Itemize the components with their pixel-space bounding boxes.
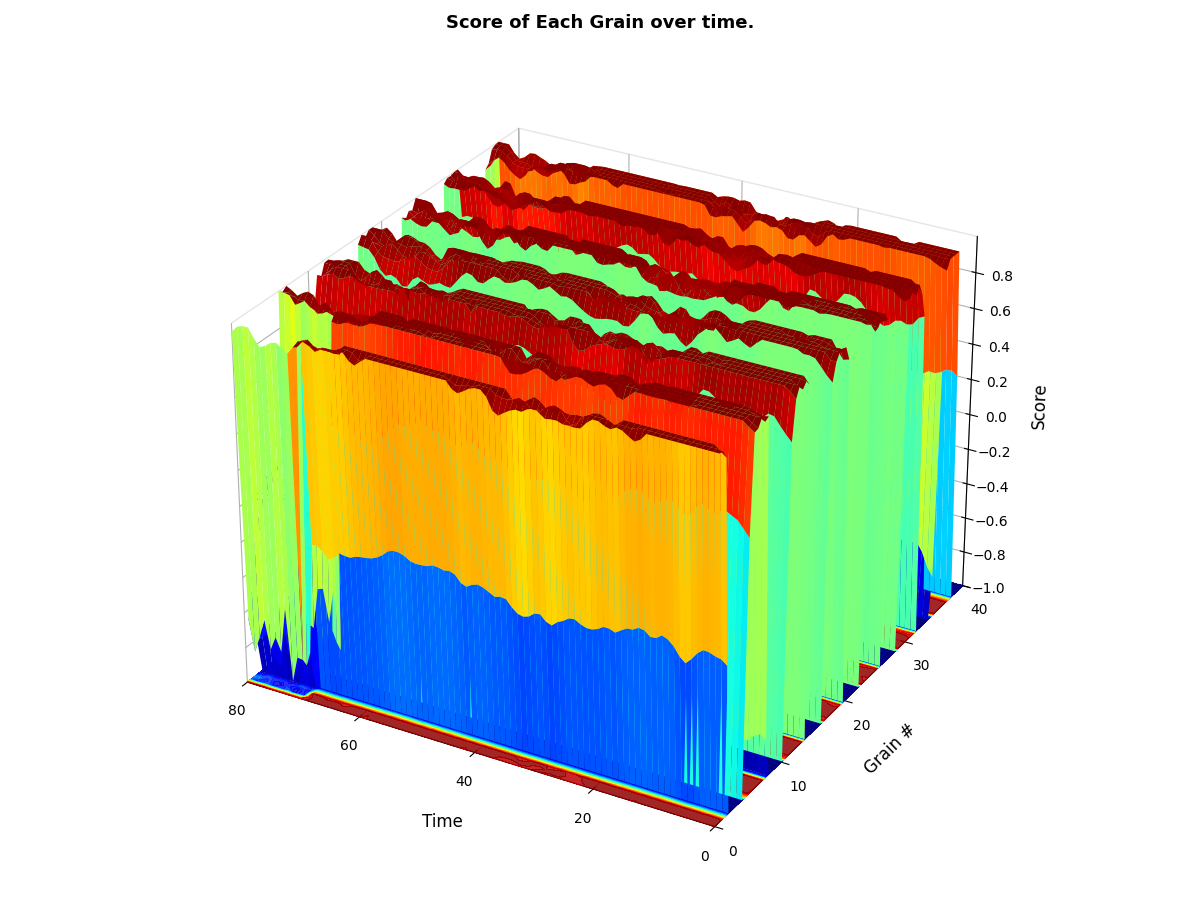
Y-axis label: Grain #: Grain # (861, 720, 920, 778)
X-axis label: Time: Time (422, 814, 462, 832)
Title: Score of Each Grain over time.: Score of Each Grain over time. (447, 14, 754, 32)
